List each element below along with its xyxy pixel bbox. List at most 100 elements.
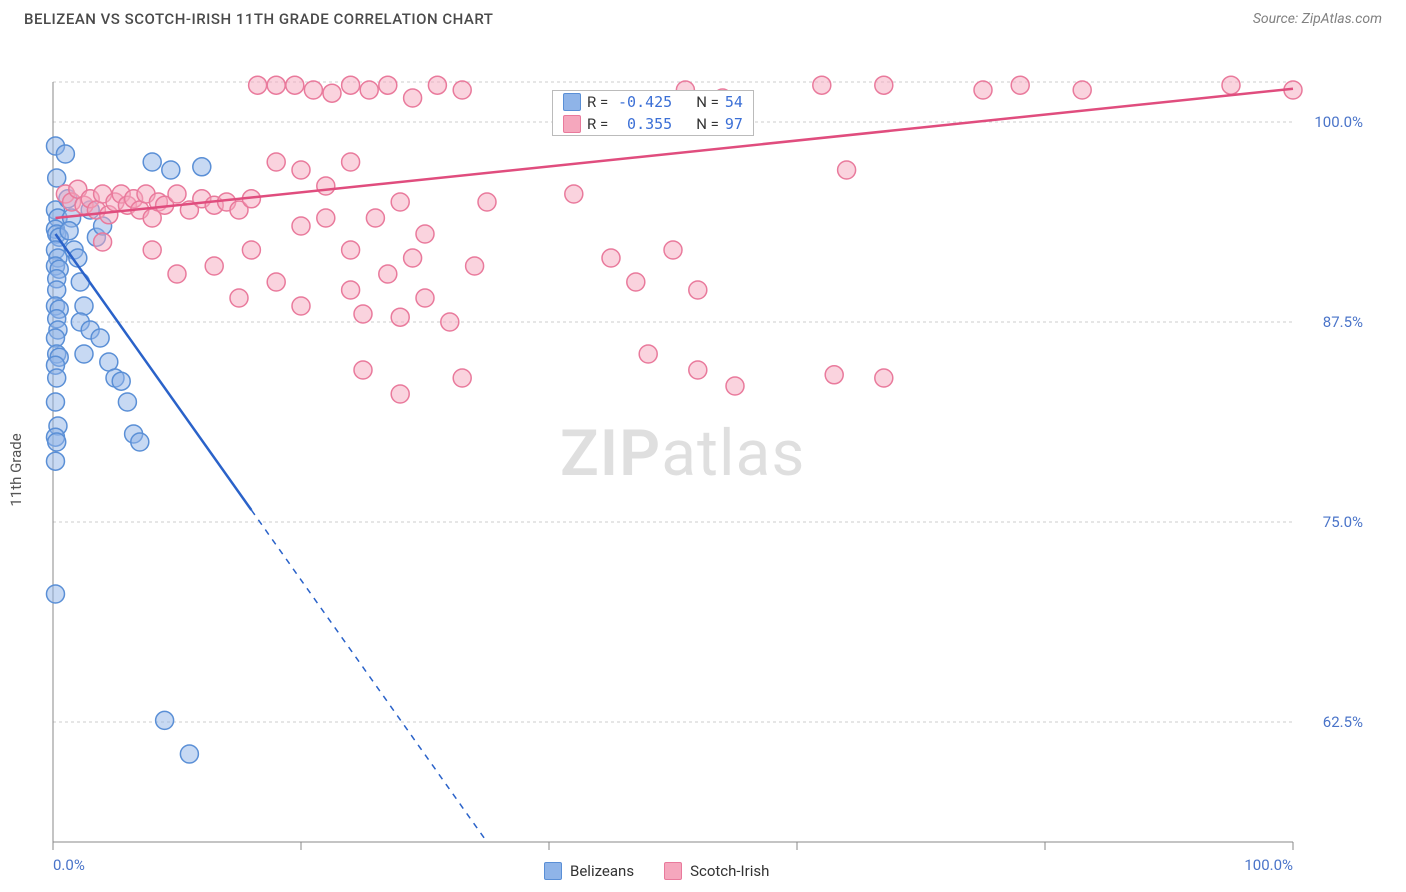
data-point bbox=[875, 369, 893, 387]
legend-n-value: 97 bbox=[725, 115, 743, 133]
data-point bbox=[726, 377, 744, 395]
data-point bbox=[428, 76, 446, 94]
data-point bbox=[379, 265, 397, 283]
data-point bbox=[143, 241, 161, 259]
data-point bbox=[342, 281, 360, 299]
trend-line bbox=[55, 234, 251, 510]
chart-title: BELIZEAN VS SCOTCH-IRISH 11TH GRADE CORR… bbox=[24, 10, 493, 28]
data-point bbox=[354, 361, 372, 379]
data-point bbox=[91, 329, 109, 347]
x-tick-label: 0.0% bbox=[53, 856, 85, 874]
data-point bbox=[664, 241, 682, 259]
data-point bbox=[466, 257, 484, 275]
data-point bbox=[267, 153, 285, 171]
data-point bbox=[205, 257, 223, 275]
series-legend: Belizeans Scotch-Irish bbox=[544, 862, 769, 880]
trend-line-extrapolated bbox=[251, 510, 487, 842]
data-point bbox=[441, 313, 459, 331]
data-point bbox=[292, 161, 310, 179]
data-point bbox=[292, 217, 310, 235]
source-attribution: Source: ZipAtlas.com bbox=[1253, 11, 1382, 27]
chart-header: BELIZEAN VS SCOTCH-IRISH 11TH GRADE CORR… bbox=[0, 0, 1406, 36]
legend-item: Belizeans bbox=[544, 862, 634, 880]
data-point bbox=[323, 84, 341, 102]
data-point bbox=[416, 289, 434, 307]
data-point bbox=[267, 76, 285, 94]
data-point bbox=[416, 225, 434, 243]
legend-label: Belizeans bbox=[570, 862, 634, 880]
data-point bbox=[193, 158, 211, 176]
chart-area: 11th Grade 0.0% 100.0% 62.5% 75.0% 87.5% 100.… bbox=[0, 36, 1406, 886]
data-point bbox=[974, 81, 992, 99]
stats-legend: R = -0.425 N = 54 R = 0.355 N = 97 bbox=[552, 90, 754, 136]
data-point bbox=[46, 452, 64, 470]
legend-r-label: R = bbox=[587, 93, 608, 111]
legend-n-label: N = bbox=[696, 115, 719, 133]
data-point bbox=[689, 361, 707, 379]
data-point bbox=[391, 308, 409, 326]
data-point bbox=[342, 76, 360, 94]
legend-swatch bbox=[563, 93, 581, 111]
data-point bbox=[267, 273, 285, 291]
data-point bbox=[360, 81, 378, 99]
data-point bbox=[242, 241, 260, 259]
data-point bbox=[56, 145, 74, 163]
data-point bbox=[478, 193, 496, 211]
stats-legend-row: R = 0.355 N = 97 bbox=[553, 113, 753, 135]
legend-r-value: -0.425 bbox=[614, 93, 672, 111]
data-point bbox=[366, 209, 384, 227]
data-point bbox=[304, 81, 322, 99]
data-point bbox=[404, 249, 422, 267]
data-point bbox=[342, 241, 360, 259]
data-point bbox=[156, 711, 174, 729]
data-point bbox=[1011, 76, 1029, 94]
data-point bbox=[48, 433, 66, 451]
data-point bbox=[94, 233, 112, 251]
legend-r-value: 0.355 bbox=[614, 115, 672, 133]
y-tick-label: 100.0% bbox=[1314, 113, 1363, 131]
y-axis-label: 11th Grade bbox=[7, 433, 25, 506]
data-point bbox=[639, 345, 657, 363]
data-point bbox=[180, 745, 198, 763]
legend-n-value: 54 bbox=[725, 93, 743, 111]
data-point bbox=[46, 329, 64, 347]
data-point bbox=[286, 76, 304, 94]
data-point bbox=[391, 385, 409, 403]
y-tick-label: 75.0% bbox=[1323, 513, 1363, 531]
data-point bbox=[565, 185, 583, 203]
data-point bbox=[48, 369, 66, 387]
y-tick-label: 87.5% bbox=[1323, 313, 1363, 331]
data-point bbox=[112, 372, 130, 390]
data-point bbox=[75, 297, 93, 315]
data-point bbox=[354, 305, 372, 323]
legend-r-label: R = bbox=[587, 115, 608, 133]
x-tick-label: 100.0% bbox=[1244, 856, 1293, 874]
legend-label: Scotch-Irish bbox=[690, 862, 769, 880]
legend-item: Scotch-Irish bbox=[664, 862, 769, 880]
y-tick-label: 62.5% bbox=[1323, 713, 1363, 731]
stats-legend-row: R = -0.425 N = 54 bbox=[553, 91, 753, 113]
legend-swatch bbox=[664, 862, 682, 880]
data-point bbox=[60, 222, 78, 240]
data-point bbox=[292, 297, 310, 315]
data-point bbox=[75, 345, 93, 363]
data-point bbox=[168, 265, 186, 283]
legend-n-label: N = bbox=[696, 93, 719, 111]
data-point bbox=[391, 193, 409, 211]
data-point bbox=[453, 369, 471, 387]
data-point bbox=[627, 273, 645, 291]
data-point bbox=[813, 76, 831, 94]
data-point bbox=[48, 169, 66, 187]
data-point bbox=[453, 81, 471, 99]
data-point bbox=[46, 393, 64, 411]
legend-swatch bbox=[563, 115, 581, 133]
data-point bbox=[1073, 81, 1091, 99]
legend-swatch bbox=[544, 862, 562, 880]
scatter-chart-svg: 0.0% 100.0% 62.5% 75.0% 87.5% 100.0% bbox=[0, 36, 1406, 886]
data-point bbox=[317, 209, 335, 227]
data-point bbox=[48, 281, 66, 299]
data-point bbox=[249, 76, 267, 94]
data-point bbox=[46, 585, 64, 603]
data-point bbox=[162, 161, 180, 179]
data-point bbox=[317, 177, 335, 195]
